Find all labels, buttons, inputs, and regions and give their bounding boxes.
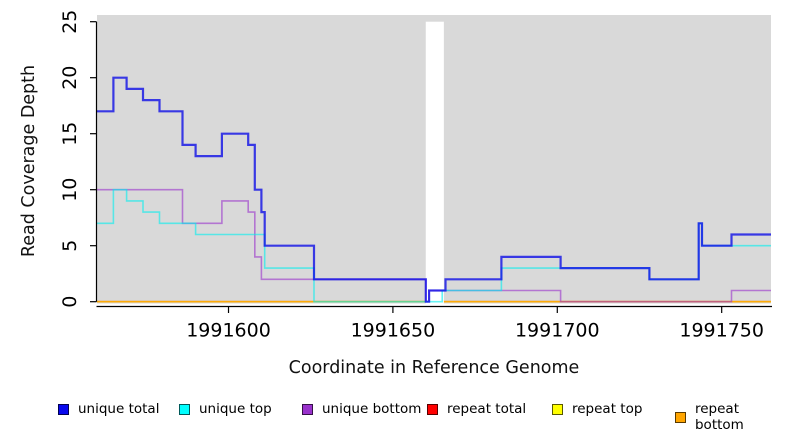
y-tick-label: 10 <box>59 178 81 202</box>
y-tick-label: 5 <box>59 240 81 252</box>
y-tick-label: 15 <box>59 122 81 146</box>
y-axis-title: Read Coverage Depth <box>19 64 39 258</box>
x-tick-label: 1991600 <box>186 320 271 342</box>
masked-region <box>425 21 444 304</box>
y-tick-label: 20 <box>59 66 81 90</box>
series-unique-bottom <box>97 188 771 303</box>
x-tick-label: 1991650 <box>351 320 436 342</box>
x-tick-label: 1991700 <box>515 320 600 342</box>
y-tick-label: 25 <box>59 10 81 34</box>
y-tick-label: 0 <box>59 296 81 308</box>
x-axis-title: Coordinate in Reference Genome <box>288 358 580 378</box>
series-unique-total <box>97 76 771 303</box>
x-tick-label: 1991750 <box>679 320 764 342</box>
